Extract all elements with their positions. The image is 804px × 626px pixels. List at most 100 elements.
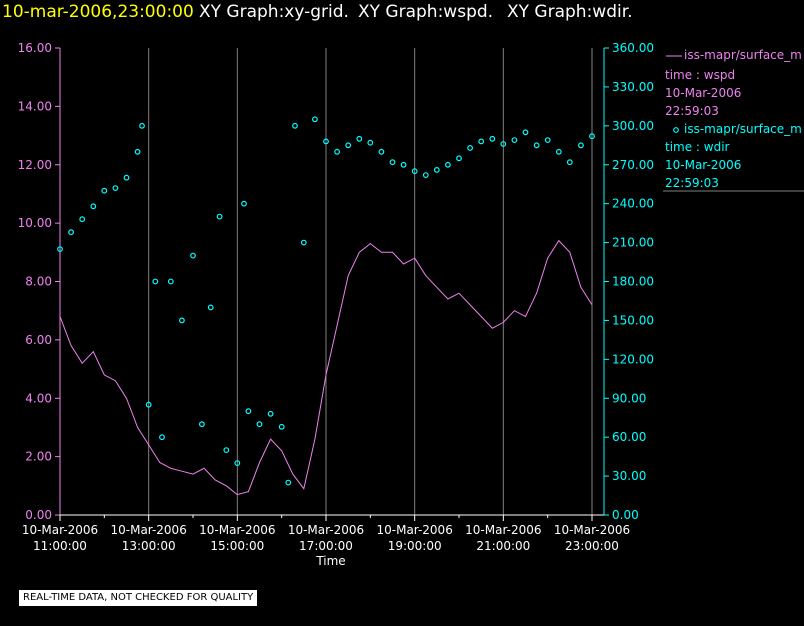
wdir-point — [190, 252, 196, 259]
x-tick-label-time: 13:00:00 — [122, 539, 176, 553]
left-tick-label: 16.00 — [18, 41, 52, 55]
graph-title-wdir: XY Graph:wdir. — [507, 2, 633, 22]
right-tick-label: 90.00 — [612, 391, 646, 405]
legend-wdir-series: time : wdir — [665, 140, 730, 154]
title-bar: 10-mar-2006,23:00:00 XY Graph:xy-grid. X… — [0, 0, 804, 30]
wdir-point — [134, 148, 141, 155]
wdir-point — [323, 138, 329, 145]
wdir-point — [198, 421, 205, 428]
legend: iss-mapr/surface_m time : wspd 10-Mar-20… — [663, 46, 804, 192]
x-tick-label-time: 23:00:00 — [565, 539, 619, 553]
wdir-point — [300, 239, 307, 246]
wdir-point — [285, 479, 292, 486]
x-tick-label-date: 10-Mar-2006 — [554, 523, 630, 537]
wdir-point — [241, 200, 247, 207]
left-tick-label: 6.00 — [25, 333, 52, 347]
wdir-point — [367, 139, 374, 146]
right-tick-label: 120.00 — [612, 352, 654, 366]
left-tick-label: 0.00 — [25, 508, 52, 522]
legend-wspd-name: iss-mapr/surface_m — [684, 48, 802, 62]
right-tick-label: 60.00 — [612, 430, 646, 444]
wdir-point — [566, 159, 573, 166]
left-tick-label: 14.00 — [18, 99, 52, 113]
wdir-point — [234, 460, 241, 467]
wdir-point — [478, 138, 485, 145]
wspd-line — [59, 239, 593, 496]
chart-axes — [59, 48, 605, 516]
right-tick-label: 210.00 — [612, 236, 654, 250]
wdir-point — [223, 447, 230, 454]
wdir-point — [334, 148, 341, 155]
wdir-point — [312, 116, 318, 123]
wdir-point — [123, 174, 130, 181]
right-tick-label: 0.00 — [612, 508, 639, 522]
graph-title-wspd: XY Graph:wspd. — [358, 2, 494, 22]
wdir-point — [389, 159, 396, 166]
wdir-point — [589, 133, 595, 140]
wdir-point — [152, 278, 159, 285]
right-tick-label: 30.00 — [612, 469, 646, 483]
wdir-point — [292, 122, 298, 129]
wdir-point — [90, 203, 97, 210]
left-tick-label: 12.00 — [18, 158, 52, 172]
graph-title-xy-grid: XY Graph:xy-grid. — [199, 2, 349, 22]
wdir-point — [500, 141, 507, 147]
wdir-point — [267, 410, 274, 417]
wdir-point — [467, 144, 474, 151]
x-tick-label-date: 10-Mar-2006 — [465, 523, 541, 537]
wdir-point — [378, 148, 385, 155]
wdir-point — [57, 246, 63, 253]
legend-wdir-name: iss-mapr/surface_m — [684, 122, 802, 136]
x-tick-label-date: 10-Mar-2006 — [288, 523, 364, 537]
wdir-point — [400, 161, 407, 168]
x-axis-ticks: 10-Mar-2006 11:00:00 10-Mar-2006 13:00:00 10… — [22, 515, 630, 553]
wdir-point — [139, 122, 145, 129]
left-tick-label: 8.00 — [25, 275, 52, 289]
right-tick-label: 360.00 — [612, 41, 654, 55]
x-tick-label-time: 19:00:00 — [388, 539, 442, 553]
wdir-series — [57, 116, 595, 486]
right-tick-label: 180.00 — [612, 275, 654, 289]
wdir-point — [216, 213, 223, 220]
wdir-point — [159, 434, 165, 441]
legend-wspd-date: 10-Mar-2006 — [665, 86, 742, 100]
x-tick-label-time: 15:00:00 — [210, 539, 264, 553]
x-axis-label: Time — [315, 554, 345, 568]
right-tick-label: 330.00 — [612, 80, 654, 94]
wdir-point — [522, 129, 529, 136]
x-tick-label-time: 11:00:00 — [33, 539, 87, 553]
x-tick-label-time: 17:00:00 — [299, 539, 353, 553]
wspd-series — [59, 239, 593, 496]
right-tick-label: 270.00 — [612, 158, 654, 172]
wdir-point — [456, 155, 462, 162]
wdir-point — [245, 408, 252, 415]
x-tick-label-date: 10-Mar-2006 — [199, 523, 275, 537]
x-tick-label-date: 10-Mar-2006 — [110, 523, 186, 537]
wdir-point — [356, 135, 363, 142]
wdir-point — [533, 142, 540, 149]
chart-grid — [59, 48, 593, 515]
wdir-point — [411, 168, 418, 175]
wdir-point — [79, 216, 86, 223]
wdir-point — [68, 229, 74, 236]
timestamp-title: 10-mar-2006,23:00:00 — [2, 2, 194, 22]
legend-wspd-series: time : wspd — [665, 68, 736, 82]
legend-wspd-time: 22:59:03 — [665, 104, 719, 118]
wdir-point — [511, 137, 518, 144]
left-tick-label: 2.00 — [25, 450, 52, 464]
wdir-point — [207, 304, 214, 311]
wdir-point — [278, 423, 285, 430]
wdir-point — [578, 142, 584, 149]
wdir-point — [433, 166, 440, 173]
x-tick-label-date: 10-Mar-2006 — [22, 523, 98, 537]
legend-wdir-time: 22:59:03 — [665, 176, 719, 190]
right-tick-label: 300.00 — [612, 119, 654, 133]
right-tick-label: 240.00 — [612, 197, 654, 211]
wdir-point — [544, 137, 551, 144]
left-tick-label: 4.00 — [25, 391, 52, 405]
wdir-point — [178, 317, 185, 324]
quality-note: REAL-TIME DATA, NOT CHECKED FOR QUALITY — [19, 590, 258, 606]
legend-wdir-date: 10-Mar-2006 — [665, 158, 742, 172]
wdir-point — [167, 278, 174, 285]
